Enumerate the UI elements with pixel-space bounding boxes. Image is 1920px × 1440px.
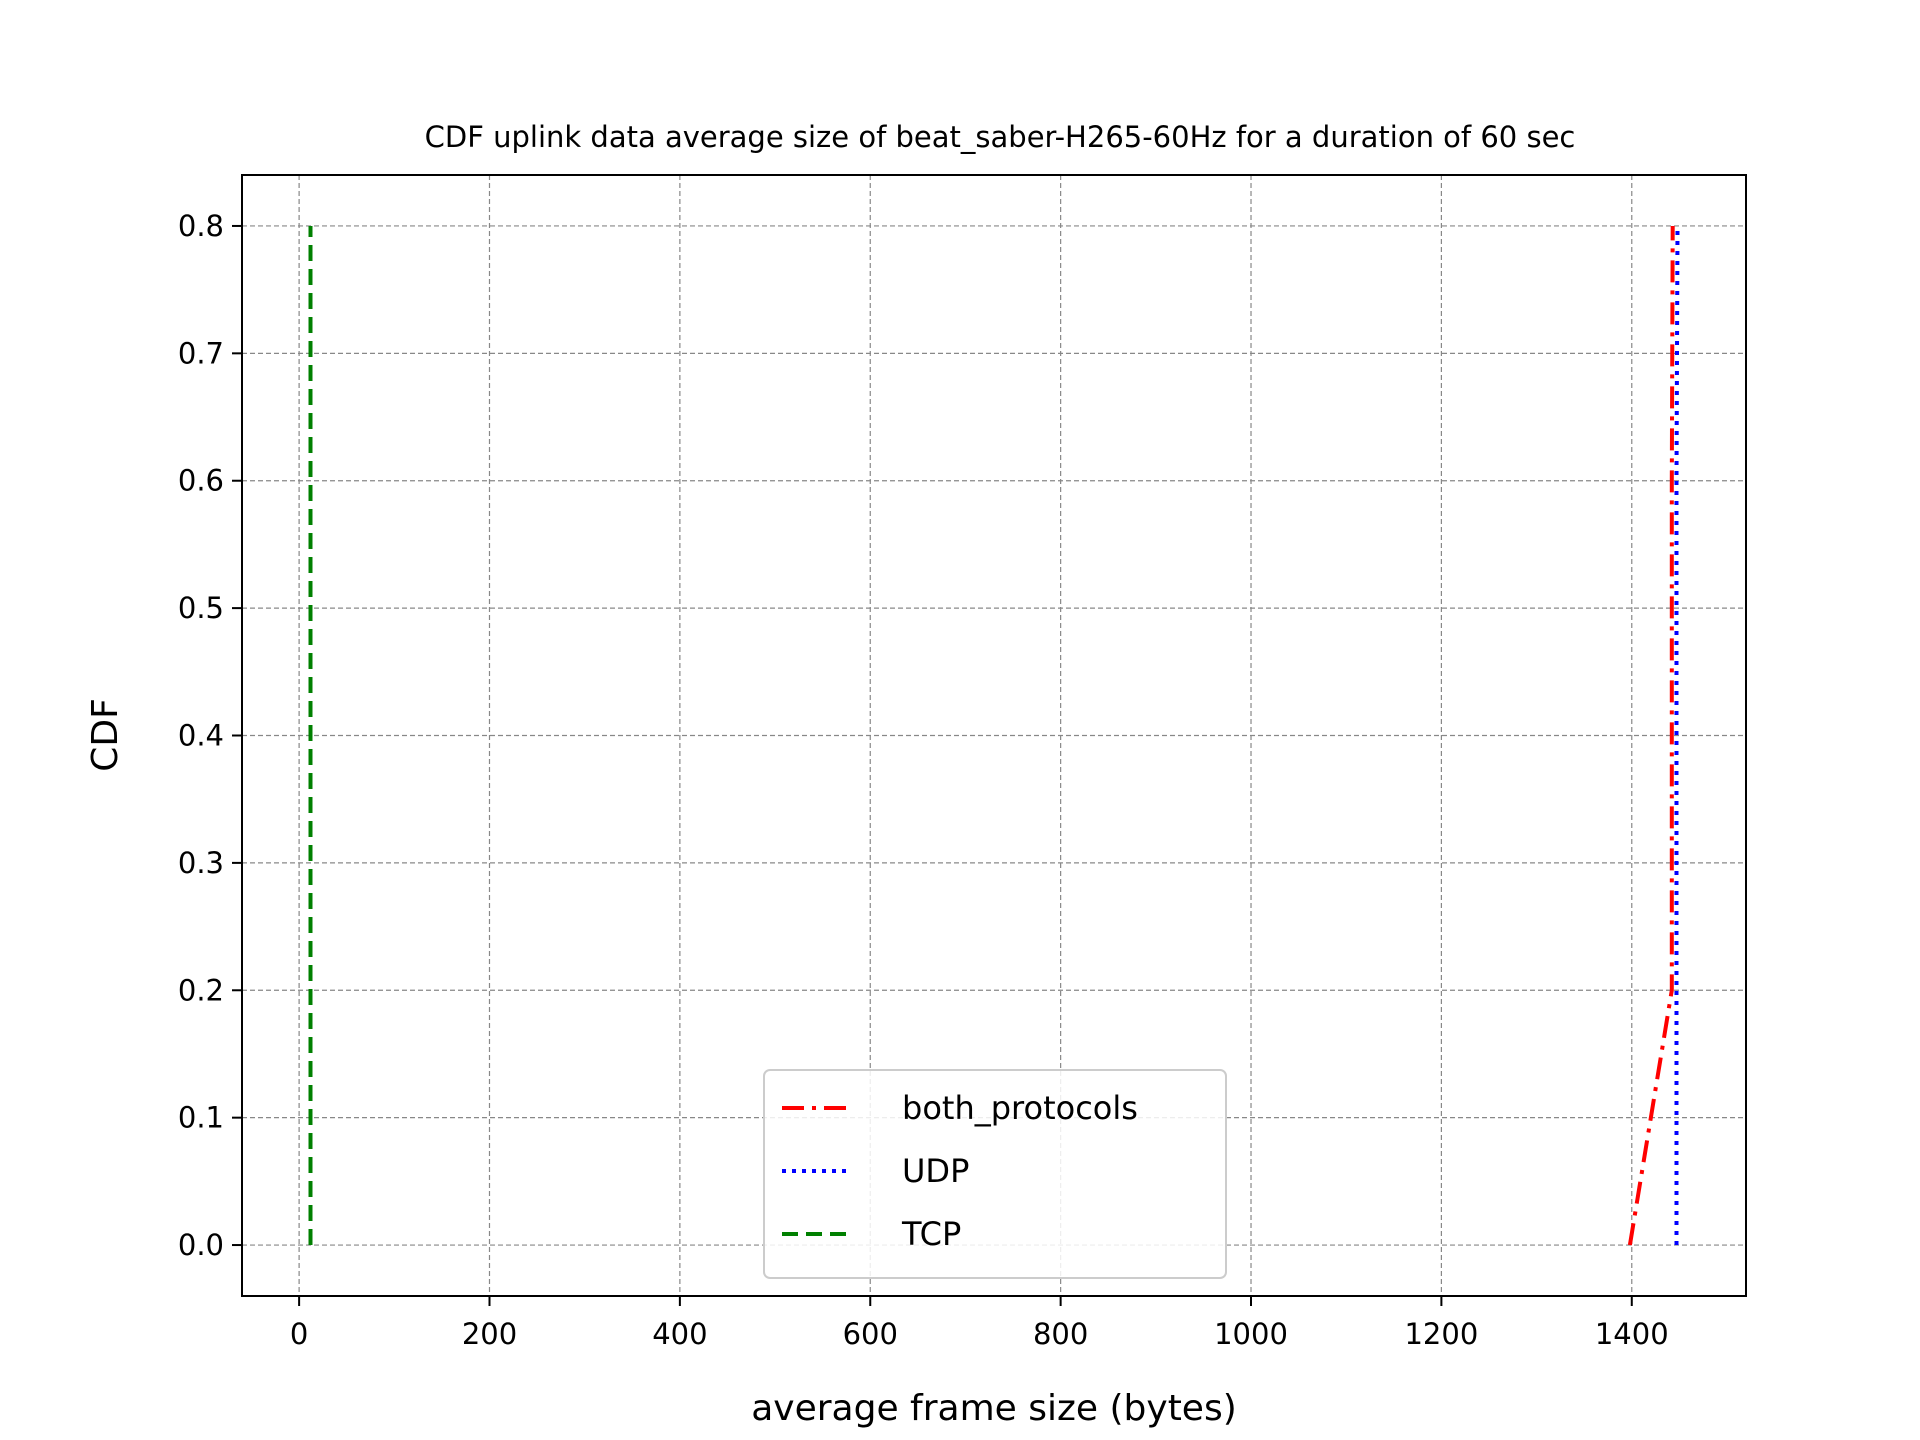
y-tick-label: 0.8 xyxy=(178,209,224,243)
y-tick-label: 0.3 xyxy=(178,846,224,880)
y-tick-label: 0.5 xyxy=(178,591,224,625)
legend-label: TCP xyxy=(901,1215,961,1253)
y-tick-label: 0.6 xyxy=(178,464,224,498)
x-tick-label: 1000 xyxy=(1214,1317,1288,1351)
y-tick-label: 0.2 xyxy=(178,973,224,1007)
x-axis-label: average frame size (bytes) xyxy=(751,1388,1237,1429)
legend-box xyxy=(763,1069,1227,1279)
x-tick-label: 1400 xyxy=(1595,1317,1669,1351)
y-tick-label: 0.1 xyxy=(178,1101,224,1135)
y-tick-label: 0.7 xyxy=(178,336,224,370)
legend-label: UDP xyxy=(902,1152,969,1190)
y-axis-label: CDF xyxy=(85,698,126,772)
x-tick-label: 0 xyxy=(290,1317,308,1351)
x-tick-label: 600 xyxy=(843,1317,898,1351)
x-tick-label: 800 xyxy=(1033,1317,1088,1351)
x-tick-label: 200 xyxy=(462,1317,517,1351)
chart-title: CDF uplink data average size of beat_sab… xyxy=(425,120,1576,154)
x-tick-label: 1200 xyxy=(1404,1317,1478,1351)
y-tick-label: 0.4 xyxy=(178,719,224,753)
x-tick-label: 400 xyxy=(652,1317,707,1351)
legend-label: both_protocols xyxy=(902,1089,1138,1127)
series-line-both-protocols xyxy=(1627,225,1675,1246)
ticks: 0 200 400 600 800 1000 1200 1400 0.0 0.1 0.2 0.3 0.4… xyxy=(178,209,1669,1351)
series-layer xyxy=(308,225,1680,1246)
y-tick-label: 0.0 xyxy=(178,1228,224,1262)
legend: both_protocols UDP TCP xyxy=(763,1069,1227,1279)
